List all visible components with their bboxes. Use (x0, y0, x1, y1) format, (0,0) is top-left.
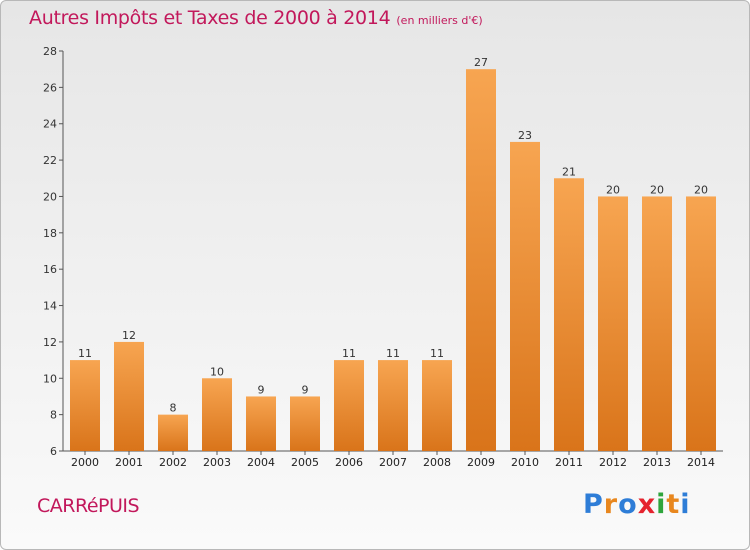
data-label: 11 (342, 347, 356, 360)
data-label: 8 (170, 402, 177, 415)
y-tick-label: 24 (43, 118, 57, 131)
data-label: 10 (210, 365, 224, 378)
x-tick-label: 2012 (599, 456, 627, 469)
data-label: 12 (122, 329, 136, 342)
proxiti-logo-letter: o (618, 489, 638, 520)
proxiti-logo-letter: x (637, 489, 657, 520)
proxiti-logo-letter: r (603, 489, 619, 520)
bar (510, 141, 540, 451)
y-tick-label: 22 (43, 154, 57, 167)
proxiti-logo-letter: P (583, 489, 604, 520)
proxiti-logo-letter: i (680, 489, 691, 520)
bar (642, 196, 672, 451)
y-tick-label: 8 (50, 409, 57, 422)
proxiti-logo-letter: i (656, 489, 667, 520)
bar (290, 396, 320, 451)
y-tick-label: 14 (43, 300, 57, 313)
data-label: 9 (258, 383, 265, 396)
data-label: 11 (78, 347, 92, 360)
x-tick-label: 2008 (423, 456, 451, 469)
bar (554, 178, 584, 452)
x-tick-label: 2003 (203, 456, 231, 469)
y-tick-label: 28 (43, 45, 57, 58)
bar (466, 69, 496, 451)
commune-name: CARRéPUIS (37, 495, 140, 517)
data-label: 20 (694, 183, 708, 196)
y-tick-label: 10 (43, 372, 57, 385)
bars (70, 69, 716, 452)
x-tick-label: 2007 (379, 456, 407, 469)
y-tick-label: 6 (50, 445, 57, 458)
data-label: 11 (430, 347, 444, 360)
y-tick-label: 26 (43, 81, 57, 94)
bar (246, 396, 276, 451)
bar (202, 378, 232, 451)
data-label: 11 (386, 347, 400, 360)
x-tick-label: 2002 (159, 456, 187, 469)
bar (334, 360, 364, 451)
y-tick-label: 20 (43, 190, 57, 203)
data-label: 20 (650, 183, 664, 196)
data-label: 20 (606, 183, 620, 196)
bar (114, 341, 144, 451)
bar (378, 360, 408, 451)
x-tick-label: 2014 (687, 456, 715, 469)
x-tick-label: 2005 (291, 456, 319, 469)
y-tick-label: 12 (43, 336, 57, 349)
data-label: 27 (474, 56, 488, 69)
chart-subtitle: (en milliers d'€) (396, 14, 483, 27)
x-tick-label: 2013 (643, 456, 671, 469)
data-label: 9 (302, 383, 309, 396)
y-tick-label: 16 (43, 263, 57, 276)
data-label: 23 (518, 129, 532, 142)
data-label: 21 (562, 165, 576, 178)
x-tick-label: 2004 (247, 456, 275, 469)
bar (686, 196, 716, 451)
chart-title-text: Autres Impôts et Taxes de 2000 à 2014 (29, 7, 391, 29)
x-tick-label: 2000 (71, 456, 99, 469)
bar (422, 360, 452, 451)
y-tick-label: 18 (43, 227, 57, 240)
bar (598, 196, 628, 451)
bar (158, 414, 188, 451)
x-tick-label: 2009 (467, 456, 495, 469)
x-tick-label: 2011 (555, 456, 583, 469)
chart-title: Autres Impôts et Taxes de 2000 à 2014 (en… (29, 7, 483, 29)
bar (70, 360, 100, 451)
x-tick-label: 2006 (335, 456, 363, 469)
x-tick-label: 2010 (511, 456, 539, 469)
labels: 2000 11 2001 12 2002 8 2003 10 2004 9 2005 9 2006 11 2… (71, 56, 715, 469)
x-tick-label: 2001 (115, 456, 143, 469)
proxiti-logo-letter: t (666, 489, 681, 520)
proxiti-logo: Proxiti (583, 489, 691, 520)
